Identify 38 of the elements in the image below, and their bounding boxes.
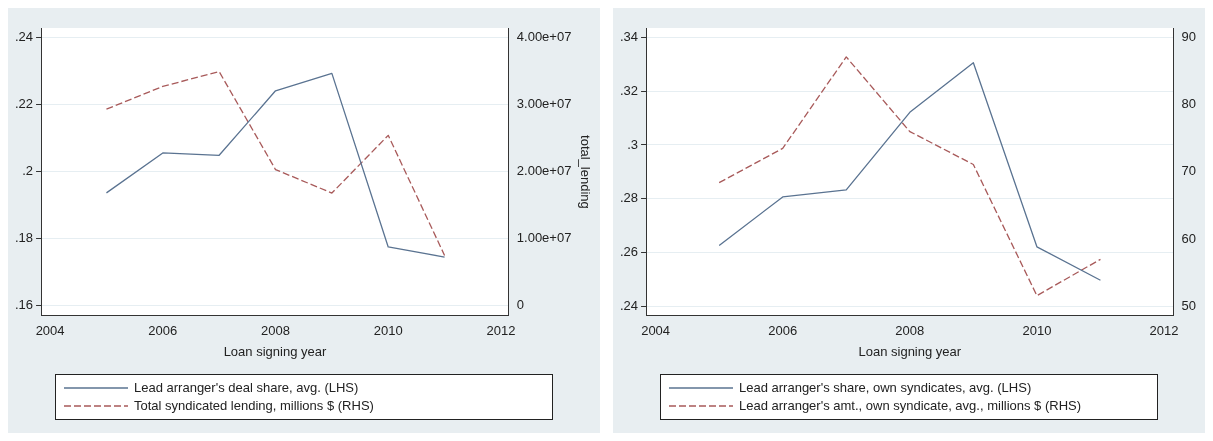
- legend-label: Lead arranger's share, own syndicates, avg. (LHS): [739, 379, 1032, 397]
- x-tick-label: 2004: [35, 323, 65, 339]
- y2-tick-label: 2.00e+07: [516, 163, 572, 179]
- legend-label: Total syndicated lending, millions $ (RHS): [134, 397, 374, 415]
- y-tick-label: .16: [14, 297, 34, 313]
- x-tick-label: 2010: [1022, 323, 1052, 339]
- y-tick-label: .28: [619, 190, 639, 206]
- y2-tick-label: 3.00e+07: [516, 96, 572, 112]
- y-tick-label: .34: [619, 28, 639, 44]
- y2-tick-label: 4.00e+07: [516, 28, 572, 44]
- y-tick-label: .24: [619, 298, 639, 314]
- x-tick-label: 2010: [373, 323, 403, 339]
- y-tick-label: .2: [22, 162, 34, 178]
- x-tick-label: 2012: [1149, 323, 1179, 339]
- legend-label: Lead arranger's deal share, avg. (LHS): [134, 379, 359, 397]
- y2-axis-title: total_lending: [577, 135, 593, 209]
- y-tick-label: .26: [619, 244, 639, 260]
- y2-tick-label: 1.00e+07: [516, 230, 572, 246]
- y2-tick-label: 0: [516, 297, 525, 313]
- y2-tick-label: 60: [1181, 230, 1197, 246]
- y-tick-label: .18: [14, 230, 34, 246]
- x-tick-label: 2006: [148, 323, 178, 339]
- y-tick-label: .32: [619, 82, 639, 98]
- y2-tick-label: 90: [1181, 28, 1197, 44]
- x-tick-label: 2008: [261, 323, 290, 339]
- y2-tick-label: 50: [1181, 297, 1197, 313]
- x-tick-label: 2004: [641, 323, 671, 339]
- y-tick-label: .22: [14, 95, 34, 111]
- y2-tick-label: 80: [1181, 96, 1197, 112]
- x-tick-label: 2012: [486, 323, 516, 339]
- legend-label: Lead arranger's amt., own syndicate, avg., millions $ (RHS): [739, 397, 1082, 415]
- y2-tick-label: 70: [1181, 163, 1197, 179]
- x-axis-title: Loan signing year: [223, 343, 327, 359]
- x-tick-label: 2008: [895, 323, 925, 339]
- x-axis-title: Loan signing year: [858, 343, 962, 359]
- x-tick-label: 2006: [768, 323, 798, 339]
- y-tick-label: .24: [14, 28, 34, 44]
- y-tick-label: .3: [627, 136, 639, 152]
